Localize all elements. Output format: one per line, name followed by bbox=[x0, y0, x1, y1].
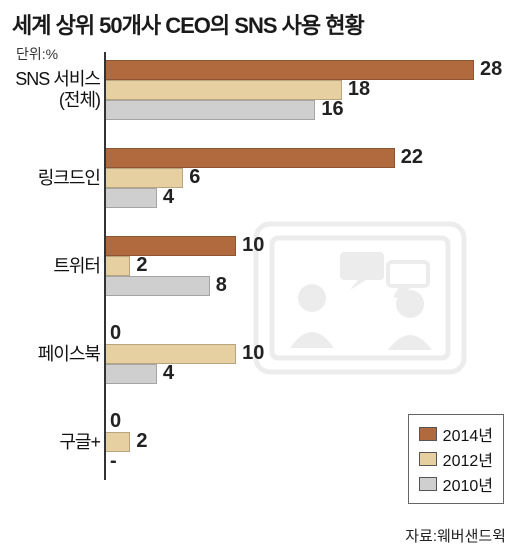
category-label: 구글+ bbox=[4, 432, 100, 453]
value-label: 2 bbox=[136, 430, 147, 453]
bar bbox=[104, 276, 210, 296]
bar bbox=[104, 364, 157, 384]
legend-swatch bbox=[419, 452, 437, 466]
bar bbox=[104, 168, 183, 188]
bar bbox=[104, 236, 236, 256]
value-label: 0 bbox=[110, 410, 121, 433]
legend-row: 2014년 bbox=[419, 422, 493, 446]
bar bbox=[104, 432, 130, 452]
legend-swatch bbox=[419, 477, 437, 491]
value-label: 2 bbox=[136, 254, 147, 277]
category-label: 페이스북 bbox=[4, 344, 100, 365]
value-label: 6 bbox=[189, 166, 200, 189]
bar bbox=[104, 188, 157, 208]
value-label: 0 bbox=[110, 322, 121, 345]
category-label: 트위터 bbox=[4, 256, 100, 277]
value-label: 8 bbox=[216, 274, 227, 297]
legend-label: 2012년 bbox=[443, 447, 493, 471]
legend-label: 2010년 bbox=[443, 472, 493, 496]
legend: 2014년2012년2010년 bbox=[408, 414, 504, 504]
value-label: 10 bbox=[242, 342, 264, 365]
value-label: 22 bbox=[401, 146, 423, 169]
chart-container: 세계 상위 50개사 CEO의 SNS 사용 현황 단위:% 281816226… bbox=[0, 0, 522, 556]
value-label: 28 bbox=[480, 58, 502, 81]
value-label: - bbox=[110, 450, 117, 473]
bar bbox=[104, 80, 342, 100]
legend-row: 2012년 bbox=[419, 447, 493, 471]
bar bbox=[104, 344, 236, 364]
value-label: 18 bbox=[348, 78, 370, 101]
bar bbox=[104, 100, 315, 120]
chart-title: 세계 상위 50개사 CEO의 SNS 사용 현황 bbox=[12, 8, 510, 40]
legend-swatch bbox=[419, 427, 437, 441]
value-label: 10 bbox=[242, 234, 264, 257]
y-axis-line bbox=[104, 52, 106, 480]
value-label: 16 bbox=[321, 98, 343, 121]
legend-row: 2010년 bbox=[419, 472, 493, 496]
bar bbox=[104, 148, 395, 168]
legend-label: 2014년 bbox=[443, 422, 493, 446]
category-label: 링크드인 bbox=[4, 168, 100, 189]
value-label: 4 bbox=[163, 186, 174, 209]
value-label: 4 bbox=[163, 362, 174, 385]
category-label: SNS 서비스 (전체) bbox=[4, 69, 100, 110]
bar bbox=[104, 256, 130, 276]
source-label: 자료:웨버샌드윅 bbox=[405, 525, 506, 546]
bar bbox=[104, 60, 474, 80]
